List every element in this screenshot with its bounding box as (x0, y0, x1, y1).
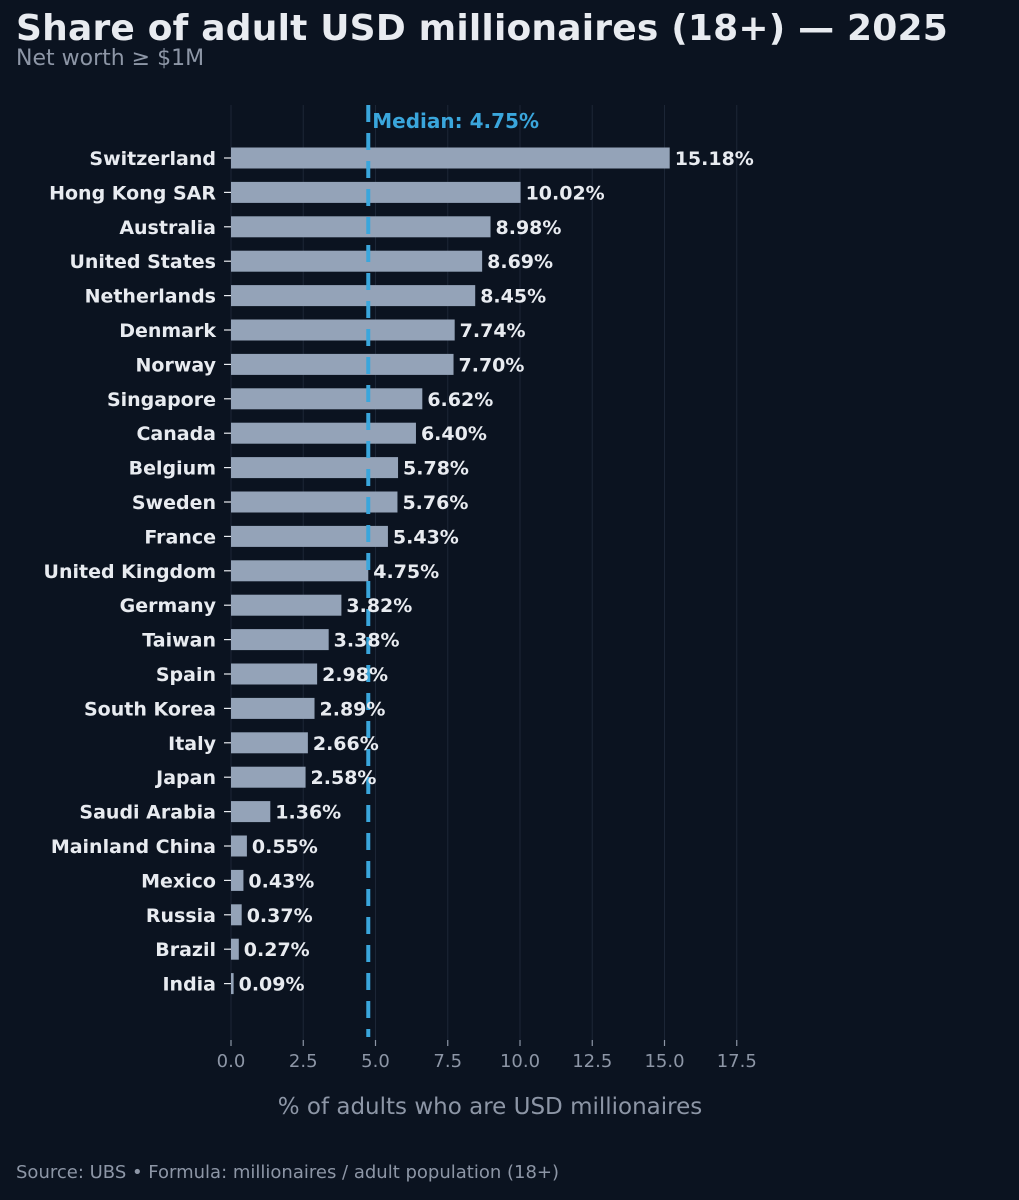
bar (231, 250, 483, 272)
value-label: 2.98% (322, 664, 388, 686)
value-label: 7.74% (460, 320, 526, 342)
category-label: Singapore (107, 389, 216, 411)
category-label: Australia (119, 217, 216, 239)
category-label: Saudi Arabia (79, 802, 216, 824)
grid-lines (230, 105, 738, 1040)
x-tick-label: 15.0 (644, 1051, 684, 1072)
bar (231, 629, 329, 651)
category-label: Mainland China (51, 836, 216, 858)
category-label: Taiwan (142, 630, 216, 652)
bar (231, 491, 398, 513)
category-label: Japan (154, 767, 216, 789)
category-label: Denmark (119, 320, 216, 342)
value-label: 15.18% (675, 148, 754, 170)
bar (231, 560, 369, 582)
value-label: 0.37% (247, 905, 313, 927)
value-label: 3.82% (346, 595, 412, 617)
category-label: India (162, 974, 216, 996)
x-tick-label: 17.5 (717, 1051, 757, 1072)
category-label: Brazil (155, 939, 216, 961)
bar (231, 663, 318, 685)
bar (231, 525, 388, 547)
value-label: 0.09% (239, 974, 305, 996)
labels: Switzerland 15.18% Hong Kong SAR 10.02% Aust… (44, 148, 754, 996)
value-label: 5.43% (393, 526, 459, 548)
bar (231, 147, 670, 169)
category-label: Italy (168, 733, 216, 755)
category-label: South Korea (84, 698, 216, 720)
value-label: 1.36% (275, 802, 341, 824)
value-label: 5.78% (403, 458, 469, 480)
value-label: 10.02% (526, 182, 605, 204)
value-label: 6.40% (421, 423, 487, 445)
bar (231, 801, 271, 823)
value-label: 8.69% (487, 251, 553, 273)
bar (231, 732, 308, 754)
chart-title: Share of adult USD millionaires (18+) — … (16, 8, 949, 49)
category-label: Hong Kong SAR (49, 182, 216, 204)
category-label: Switzerland (89, 148, 216, 170)
category-label: Spain (156, 664, 216, 686)
category-label: United Kingdom (44, 561, 216, 583)
value-label: 0.43% (248, 870, 314, 892)
value-label: 8.98% (496, 217, 562, 239)
median-label: Median: 4.75% (372, 109, 539, 133)
bar (231, 973, 234, 995)
bar (231, 353, 454, 375)
value-label: 7.70% (459, 354, 525, 376)
value-label: 2.58% (311, 767, 377, 789)
x-tick-label: 0.0 (217, 1051, 246, 1072)
median-marker: Median: 4.75% (366, 105, 539, 1037)
x-axis: 0.0 2.5 5.0 7.5 10.0 12.5 15.0 17.5 % of adults … (217, 1040, 757, 1120)
source-footer: Source: UBS • Formula: millionaires / ad… (16, 1162, 560, 1183)
x-tick-label: 12.5 (572, 1051, 612, 1072)
bar-chart: Median: 4.75% Switzerland 15.18% Hong Kong… (44, 105, 757, 1120)
value-label: 4.75% (373, 561, 439, 583)
value-label: 5.76% (402, 492, 468, 514)
bar (231, 388, 423, 410)
bar (231, 319, 455, 341)
category-label: Netherlands (85, 286, 216, 308)
bars (231, 147, 670, 995)
bar (231, 697, 315, 719)
chart-subtitle: Net worth ≥ $1M (16, 46, 205, 71)
bar (231, 285, 476, 307)
bar (231, 869, 244, 891)
value-label: 0.55% (252, 836, 318, 858)
category-label: France (144, 526, 216, 548)
category-label: Norway (136, 354, 217, 376)
bar (231, 835, 247, 857)
category-label: United States (69, 251, 216, 273)
category-label: Mexico (141, 870, 216, 892)
bar (231, 457, 399, 479)
value-label: 2.66% (313, 733, 379, 755)
bar (231, 216, 491, 238)
value-label: 2.89% (320, 698, 386, 720)
bar (231, 766, 306, 788)
x-tick-label: 10.0 (500, 1051, 540, 1072)
bar (231, 422, 416, 444)
value-label: 6.62% (427, 389, 493, 411)
x-tick-label: 5.0 (361, 1051, 390, 1072)
value-label: 0.27% (244, 939, 310, 961)
value-label: 8.45% (480, 286, 546, 308)
bar (231, 904, 242, 926)
category-label: Germany (120, 595, 217, 617)
x-axis-title: % of adults who are USD millionaires (278, 1094, 703, 1120)
x-tick-label: 2.5 (289, 1051, 318, 1072)
value-label: 3.38% (334, 630, 400, 652)
bar (231, 181, 521, 203)
category-label: Sweden (132, 492, 216, 514)
bar (231, 594, 342, 616)
category-label: Canada (136, 423, 216, 445)
category-label: Belgium (129, 458, 216, 480)
x-tick-label: 7.5 (433, 1051, 462, 1072)
category-label: Russia (146, 905, 216, 927)
bar (231, 938, 239, 960)
